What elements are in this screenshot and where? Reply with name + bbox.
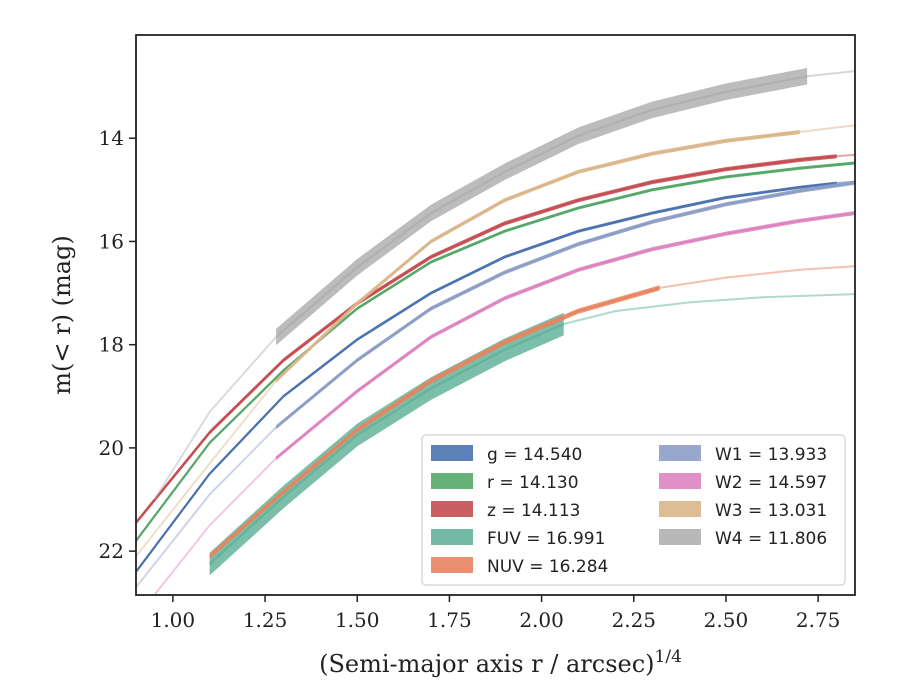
axes-layer: 1.00 1.25 1.50 1.75 2.00 2.25 2.50 2.75 14 16 18 20… <box>48 34 856 678</box>
y-tick-label: 16 <box>99 229 124 253</box>
y-tick-label: 14 <box>99 126 124 150</box>
plot-frame <box>135 34 856 596</box>
series-w2-inner-extrapolation <box>153 457 277 595</box>
legend-frame <box>421 434 846 586</box>
series-w3-line <box>275 130 800 382</box>
series-w3-extrapolation <box>799 124 855 133</box>
legend-item-w2: W2 = 14.597 <box>659 473 827 493</box>
x-tick-label: 2.75 <box>796 608 841 632</box>
legend-swatch <box>431 501 473 517</box>
series-fuv <box>208 293 855 576</box>
x-tick-label: 2.00 <box>519 608 564 632</box>
x-tick-label: 1.25 <box>243 608 288 632</box>
legend-item-nuv: NUV = 16.284 <box>431 557 608 577</box>
legend-item-g: g = 14.540 <box>431 445 582 465</box>
series-w4 <box>153 68 855 501</box>
series-nuv <box>208 265 855 559</box>
y-tick-label: 18 <box>99 333 124 357</box>
legend-item-w4: W4 = 11.806 <box>659 529 827 549</box>
legend-label: FUV = 16.991 <box>487 529 605 549</box>
legend-swatch <box>659 501 701 517</box>
legend-swatch <box>659 529 701 545</box>
series-g-line <box>136 182 837 573</box>
series-w1-line <box>275 181 855 429</box>
x-tick-label: 1.00 <box>151 608 196 632</box>
series-w3-inner-extrapolation <box>136 380 277 557</box>
x-tick-label: 2.50 <box>704 608 749 632</box>
y-tick-label: 22 <box>99 539 124 563</box>
legend-label: W1 = 13.933 <box>715 445 827 465</box>
legend-label: NUV = 16.284 <box>487 557 608 577</box>
legend-item-r: r = 14.130 <box>431 473 579 493</box>
legend-item-fuv: FUV = 16.991 <box>431 529 605 549</box>
legend-item-w1: W1 = 13.933 <box>659 445 827 465</box>
y-axis-label: m(< r) (mag) <box>48 235 76 394</box>
series-fuv-line <box>208 322 565 565</box>
legend-swatch <box>431 473 473 489</box>
legend-label: W4 = 11.806 <box>715 529 827 549</box>
series-w1 <box>136 180 855 588</box>
legend-swatch <box>431 557 473 573</box>
series-z-extrapolation <box>836 153 855 158</box>
series-z-line <box>136 155 837 524</box>
legend-label: W3 = 13.031 <box>715 501 827 521</box>
x-tick-label: 1.50 <box>335 608 380 632</box>
legend-label: r = 14.130 <box>487 473 579 493</box>
series-w4-extrapolation <box>806 70 855 78</box>
legend-item-z: z = 14.113 <box>431 501 580 521</box>
legend-swatch <box>659 445 701 461</box>
series-r-line <box>136 161 855 542</box>
series-w1-inner-extrapolation <box>136 426 277 588</box>
series-w2-line <box>275 212 855 460</box>
series-layer <box>136 68 855 595</box>
x-tick-label: 1.75 <box>427 608 472 632</box>
y-tick-label: 20 <box>99 436 124 460</box>
series-w4-inner-extrapolation <box>153 336 277 501</box>
legend-item-w3: W3 = 13.031 <box>659 501 827 521</box>
legend: g = 14.540 r = 14.130 z = 14.113 FUV = 16.9… <box>421 434 846 586</box>
legend-swatch <box>431 445 473 461</box>
legend-label: W2 = 14.597 <box>715 473 827 493</box>
legend-swatch <box>659 473 701 489</box>
legend-label: g = 14.540 <box>487 445 582 465</box>
series-w4-line <box>275 75 808 338</box>
legend-label: z = 14.113 <box>487 501 580 521</box>
series-r <box>136 161 855 543</box>
series-w2 <box>153 211 855 595</box>
x-tick-label: 2.25 <box>612 608 657 632</box>
series-nuv-extrapolation <box>659 265 855 289</box>
series-nuv-line <box>208 286 660 558</box>
legend-swatch <box>431 529 473 545</box>
series-w3 <box>136 124 855 557</box>
x-axis-label: (Semi-major axis r / arcsec)1/4 <box>319 647 682 678</box>
series-z <box>136 153 855 525</box>
series-fuv-extrapolation <box>563 293 855 325</box>
